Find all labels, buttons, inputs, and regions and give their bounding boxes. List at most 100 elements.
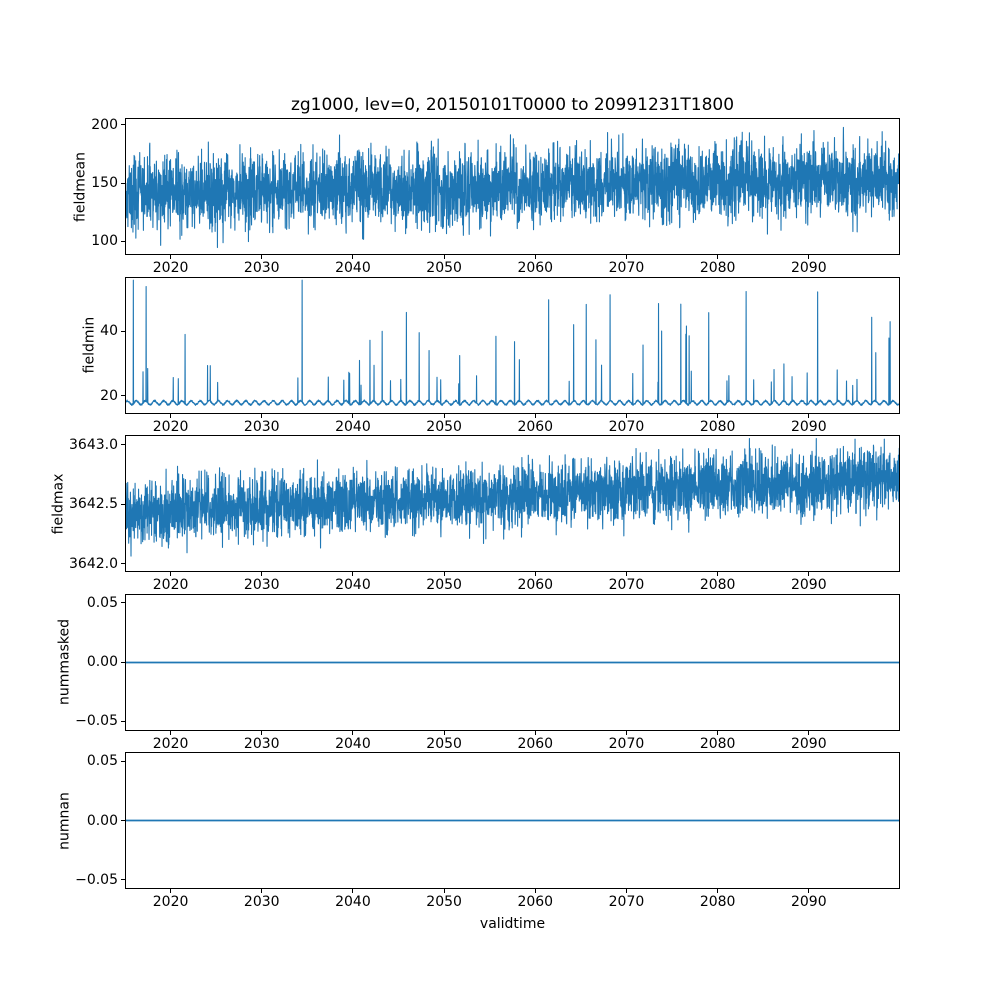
- y-tick-mark: [121, 330, 125, 332]
- y-tick-label: −0.05: [75, 871, 118, 888]
- fieldmean-line-chart: [125, 118, 900, 255]
- x-tick-label: 2080: [699, 894, 736, 910]
- nummasked-line-chart: [125, 593, 900, 731]
- x-tick-label: 2070: [608, 260, 645, 276]
- y-tick-mark: [121, 720, 125, 722]
- y-tick-mark: [121, 182, 125, 184]
- y-tick-mark: [121, 661, 125, 663]
- y-axis-label: fieldmax: [50, 473, 67, 534]
- x-tick-mark: [261, 413, 263, 418]
- x-tick-mark: [352, 255, 354, 259]
- x-tick-label: 2040: [335, 418, 371, 435]
- x-tick-label: 2060: [517, 418, 554, 435]
- y-tick-mark: [121, 124, 125, 126]
- x-tick-mark: [717, 413, 719, 418]
- x-tick-label: 2030: [243, 894, 280, 910]
- x-tick-label: 2050: [426, 735, 462, 752]
- x-tick-label: 2090: [790, 260, 827, 276]
- y-tick-label: 3642.0: [69, 555, 118, 572]
- x-tick-mark: [808, 889, 810, 893]
- y-tick-mark: [121, 444, 125, 446]
- x-tick-label: 2030: [243, 577, 280, 593]
- x-tick-mark: [261, 730, 263, 735]
- x-tick-mark: [170, 413, 172, 418]
- x-tick-label: 2060: [517, 577, 554, 593]
- subplot-fieldmean-axes: [125, 118, 900, 255]
- y-tick-mark: [121, 563, 125, 565]
- x-tick-label: 2070: [608, 418, 645, 435]
- x-tick-label: 2030: [243, 418, 280, 435]
- subplot-fieldmax-axes: [125, 435, 900, 572]
- x-tick-mark: [534, 413, 536, 418]
- x-tick-label: 2020: [152, 260, 189, 276]
- y-tick-mark: [121, 760, 125, 762]
- x-tick-label: 2030: [243, 735, 280, 752]
- y-tick-mark: [121, 395, 125, 397]
- x-tick-mark: [625, 413, 627, 418]
- x-tick-label: 2020: [152, 735, 189, 752]
- x-tick-label: 2050: [426, 418, 462, 435]
- y-tick-mark: [121, 240, 125, 242]
- x-tick-mark: [808, 730, 810, 735]
- x-tick-mark: [808, 413, 810, 418]
- y-tick-mark: [121, 602, 125, 604]
- x-tick-mark: [625, 255, 627, 259]
- fieldmax-line-chart: [125, 435, 900, 572]
- y-tick-label: 0.05: [86, 594, 118, 611]
- y-tick-label: 100: [91, 233, 118, 250]
- x-tick-mark: [534, 572, 536, 576]
- x-tick-mark: [443, 572, 445, 576]
- figure-title: zg1000, lev=0, 20150101T0000 to 20991231…: [290, 95, 735, 115]
- x-tick-mark: [352, 889, 354, 893]
- x-tick-mark: [717, 730, 719, 735]
- y-tick-label: 0.00: [86, 654, 118, 670]
- x-tick-mark: [170, 889, 172, 893]
- subplot-fieldmin-axes: [125, 276, 900, 414]
- x-tick-label: 2080: [699, 735, 736, 752]
- x-tick-label: 2030: [243, 260, 280, 276]
- x-tick-mark: [352, 572, 354, 576]
- y-tick-label: 40: [100, 323, 118, 340]
- y-axis-label: fieldmin: [81, 316, 98, 374]
- x-tick-label: 2040: [335, 735, 371, 752]
- numnan-line-chart: [125, 752, 900, 889]
- x-tick-mark: [443, 255, 445, 259]
- x-tick-mark: [261, 255, 263, 259]
- x-tick-mark: [808, 255, 810, 259]
- x-tick-mark: [352, 730, 354, 735]
- y-tick-label: 3642.5: [69, 496, 118, 513]
- y-tick-label: 150: [91, 175, 118, 192]
- x-tick-label: 2090: [790, 577, 827, 593]
- x-tick-mark: [625, 572, 627, 576]
- x-tick-label: 2090: [790, 894, 827, 910]
- x-tick-label: 2070: [608, 577, 645, 593]
- subplot-numnan-axes: [125, 752, 900, 889]
- x-tick-label: 2090: [790, 735, 827, 752]
- y-tick-label: 0.05: [86, 753, 118, 770]
- y-axis-label: numnan: [56, 791, 73, 850]
- x-tick-label: 2020: [152, 418, 189, 435]
- x-tick-mark: [534, 730, 536, 735]
- y-axis-label: nummasked: [56, 619, 73, 706]
- x-tick-label: 2060: [517, 894, 554, 910]
- y-axis-label: fieldmean: [72, 151, 89, 222]
- x-axis-label: validtime: [479, 916, 546, 932]
- y-tick-label: 20: [100, 387, 118, 404]
- x-tick-label: 2050: [426, 894, 462, 910]
- x-tick-label: 2080: [699, 260, 736, 276]
- x-tick-label: 2090: [790, 418, 827, 435]
- x-tick-mark: [261, 572, 263, 576]
- x-tick-mark: [534, 255, 536, 259]
- x-tick-label: 2070: [608, 894, 645, 910]
- x-tick-mark: [170, 255, 172, 259]
- x-tick-label: 2040: [335, 577, 371, 593]
- x-tick-mark: [717, 572, 719, 576]
- y-tick-label: −0.05: [75, 713, 118, 730]
- y-tick-label: 0.00: [86, 812, 118, 829]
- y-tick-label: 3643.0: [69, 436, 118, 453]
- y-tick-mark: [121, 879, 125, 881]
- y-tick-label: 200: [91, 116, 118, 133]
- x-tick-label: 2020: [152, 894, 189, 910]
- x-tick-mark: [352, 413, 354, 418]
